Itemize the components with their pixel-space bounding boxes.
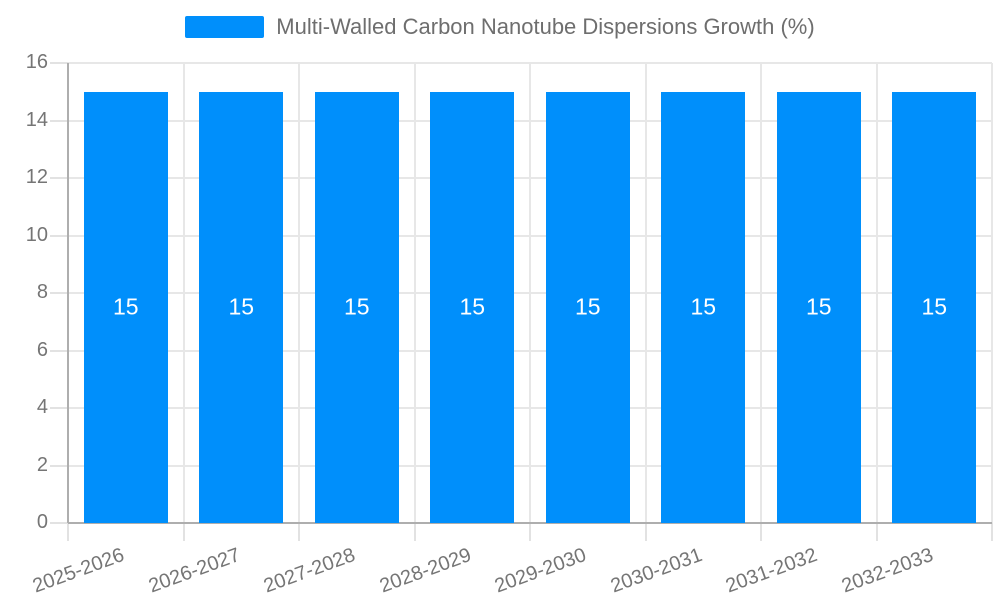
y-axis-label: 12 [25,166,48,189]
y-axis-label: 16 [25,51,48,74]
x-axis-tick [413,523,416,541]
x-axis-label: 2029-2030 [491,544,590,598]
bar[interactable] [314,91,399,523]
v-gridline [298,63,300,523]
y-axis-label: 0 [36,511,48,534]
v-gridline [413,63,416,523]
v-gridline [529,63,531,523]
x-axis-label: 2025-2026 [29,544,128,598]
y-axis-label: 6 [36,338,48,361]
x-axis-label: 2027-2028 [260,544,359,598]
x-axis-label: 2026-2027 [145,544,243,598]
y-axis-label: 2 [36,453,48,476]
x-axis-label: 2031-2032 [722,544,821,598]
v-gridline [875,63,878,523]
y-axis-tick [50,464,68,467]
bar-value-label: 15 [805,293,832,320]
bar-value-label: 15 [343,293,370,320]
y-axis-tick [50,407,68,409]
y-axis-label: 14 [25,108,48,131]
y-axis-tick [50,522,68,524]
legend-label: Multi-Walled Carbon Nanotube Dispersions… [276,14,815,39]
y-axis-line [67,63,69,523]
legend-item[interactable]: Multi-Walled Carbon Nanotube Dispersions… [0,14,1000,40]
bar-value-label: 15 [574,293,601,320]
v-gridline [182,63,185,523]
y-axis-label: 8 [36,281,48,304]
y-axis-tick [50,292,68,294]
y-axis-label: 4 [36,396,48,419]
y-axis-tick [50,349,68,352]
bar-value-label: 15 [228,293,255,320]
y-axis-tick [50,234,68,237]
x-axis-tick [529,523,531,541]
x-axis-tick [991,523,993,541]
bar[interactable] [892,91,977,523]
x-axis-tick [760,523,762,541]
bar-value-label: 15 [459,293,486,320]
x-axis-tick [644,523,647,541]
x-axis-label: 2028-2029 [376,544,474,598]
v-gridline [760,63,762,523]
bar[interactable] [199,91,284,523]
x-axis-line [68,522,992,524]
x-axis-label: 2032-2033 [838,544,936,598]
y-axis-label: 10 [25,223,48,246]
x-axis-tick [67,523,69,541]
x-axis-tick [875,523,878,541]
bar[interactable] [545,91,630,523]
bar-value-label: 15 [690,293,717,320]
bar[interactable] [430,91,515,523]
bar[interactable] [661,91,746,523]
x-axis-label: 2030-2031 [607,544,705,598]
y-axis-tick [50,119,68,122]
v-gridline [644,63,647,523]
bar-value-label: 15 [921,293,948,320]
x-axis-tick [182,523,185,541]
legend-swatch-icon [185,16,265,38]
bar-value-label: 15 [112,293,139,320]
v-gridline [991,63,993,523]
y-axis-tick [50,62,68,64]
bar[interactable] [83,91,168,523]
x-axis-tick [298,523,300,541]
y-axis-tick [50,177,68,179]
bar[interactable] [776,91,861,523]
